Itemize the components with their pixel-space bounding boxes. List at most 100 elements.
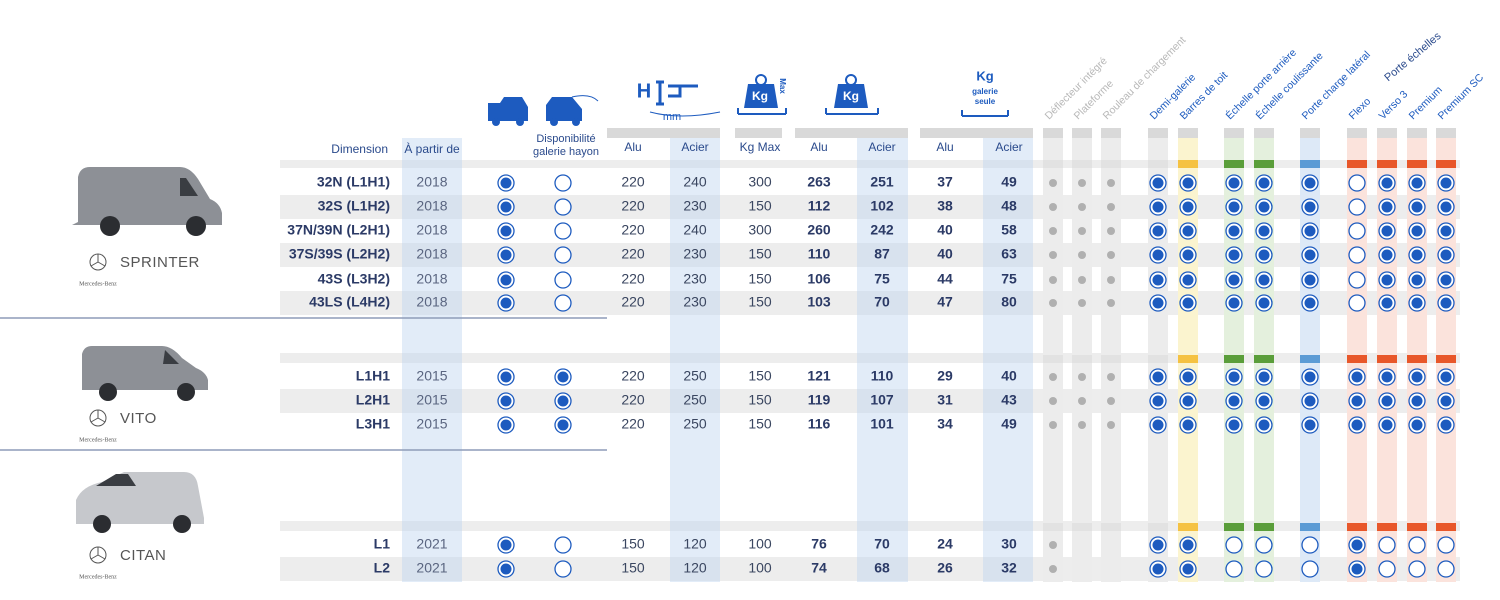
column-header: Alu	[810, 140, 827, 154]
year: 2018	[416, 198, 447, 214]
availability-circle	[1255, 198, 1273, 216]
circle-dot	[1304, 177, 1316, 189]
dimension: 43LS (L4H2)	[309, 294, 390, 310]
availability-circle	[1149, 174, 1167, 192]
row-band	[280, 521, 1460, 531]
value: 220	[621, 222, 645, 238]
availability-circle	[1378, 392, 1396, 410]
circle-dot	[1381, 177, 1393, 189]
circle-dot	[1258, 225, 1270, 237]
circle-dot	[1258, 177, 1270, 189]
availability-circle	[1301, 222, 1319, 240]
accessory-header-bar	[1224, 128, 1244, 138]
logo-star	[90, 254, 106, 267]
circle-ring	[554, 222, 572, 240]
year: 2015	[416, 392, 447, 408]
value: 44	[937, 271, 953, 287]
availability-circle	[1301, 368, 1319, 386]
accessory-header-bar	[1436, 128, 1456, 138]
year: 2021	[416, 560, 447, 576]
availability-circle	[1301, 198, 1319, 216]
availability-circle	[1225, 246, 1243, 264]
availability-circle	[554, 271, 572, 289]
unavailable-dot	[1049, 299, 1057, 307]
availability-circle	[1179, 368, 1197, 386]
accessory-header-bar	[1148, 128, 1168, 138]
accessory-group-bar	[1178, 355, 1198, 363]
accessory-group-bar	[1101, 160, 1121, 168]
row-band	[280, 353, 1460, 363]
availability-circle	[1378, 368, 1396, 386]
availability-circle	[1348, 271, 1366, 289]
circle-dot	[1381, 249, 1393, 261]
accessory-group-bar	[1224, 523, 1244, 531]
circle-dot	[1182, 177, 1194, 189]
accessory-group-bar	[1407, 523, 1427, 531]
unavailable-dot	[1078, 421, 1086, 429]
value: 49	[1001, 174, 1017, 190]
dimension: 32N (L1H1)	[317, 174, 390, 190]
availability-circle	[1255, 246, 1273, 264]
circle-ring	[1255, 536, 1273, 554]
circle-dot	[1304, 297, 1316, 309]
value: 220	[621, 416, 645, 432]
value: 300	[748, 174, 772, 190]
availability-circle	[1378, 560, 1396, 578]
availability-circle	[554, 222, 572, 240]
availability-circle	[1378, 222, 1396, 240]
availability-circle	[1437, 536, 1455, 554]
circle-dot	[1182, 395, 1194, 407]
availability-circle	[1225, 368, 1243, 386]
availability-circle	[497, 246, 515, 264]
accessory-label: Rouleau de chargement	[1101, 34, 1189, 122]
availability-circle	[1408, 416, 1426, 434]
circle-dot	[1381, 297, 1393, 309]
availability-circle	[1348, 198, 1366, 216]
value: 230	[683, 246, 707, 262]
availability-circle	[1179, 536, 1197, 554]
value: 80	[1001, 294, 1017, 310]
circle-dot	[1381, 225, 1393, 237]
value: 38	[937, 198, 953, 214]
availability-circle	[1255, 536, 1273, 554]
availability-circle	[1437, 174, 1455, 192]
availability-circle	[1408, 294, 1426, 312]
availability-circle	[1437, 222, 1455, 240]
circle-ring	[1348, 174, 1366, 192]
availability-circle	[1437, 271, 1455, 289]
accessory-header-bar	[1407, 128, 1427, 138]
availability-circle	[497, 368, 515, 386]
circle-dot	[1411, 371, 1423, 383]
accessory-header-bar	[1300, 128, 1320, 138]
value: 150	[748, 198, 772, 214]
availability-circle	[1301, 271, 1319, 289]
circle-dot	[557, 395, 569, 407]
circle-dot	[1411, 249, 1423, 261]
availability-circle	[1149, 271, 1167, 289]
value: 40	[937, 222, 953, 238]
availability-circle	[1255, 294, 1273, 312]
value: 32	[1001, 560, 1017, 576]
value: 47	[937, 294, 953, 310]
value: 150	[748, 416, 772, 432]
circle-ring	[1301, 536, 1319, 554]
value: 101	[870, 416, 894, 432]
value: 40	[937, 246, 953, 262]
value: 49	[1001, 416, 1017, 432]
value: 58	[1001, 222, 1017, 238]
unavailable-dot	[1107, 227, 1115, 235]
availability-circle	[1225, 560, 1243, 578]
height-icon	[649, 80, 721, 117]
year: 2015	[416, 416, 447, 432]
dimension: 37S/39S (L2H2)	[289, 246, 390, 262]
circle-dot	[500, 177, 512, 189]
backgrounds	[280, 128, 1460, 582]
dimension: L1H1	[356, 368, 390, 384]
accessory-group-bar	[1300, 523, 1320, 531]
row-band	[280, 160, 1460, 168]
accessory-group-bar	[1072, 355, 1092, 363]
circle-dot	[1258, 201, 1270, 213]
circle-dot	[1351, 395, 1363, 407]
value: 242	[870, 222, 894, 238]
accessory-group-bar	[1101, 355, 1121, 363]
